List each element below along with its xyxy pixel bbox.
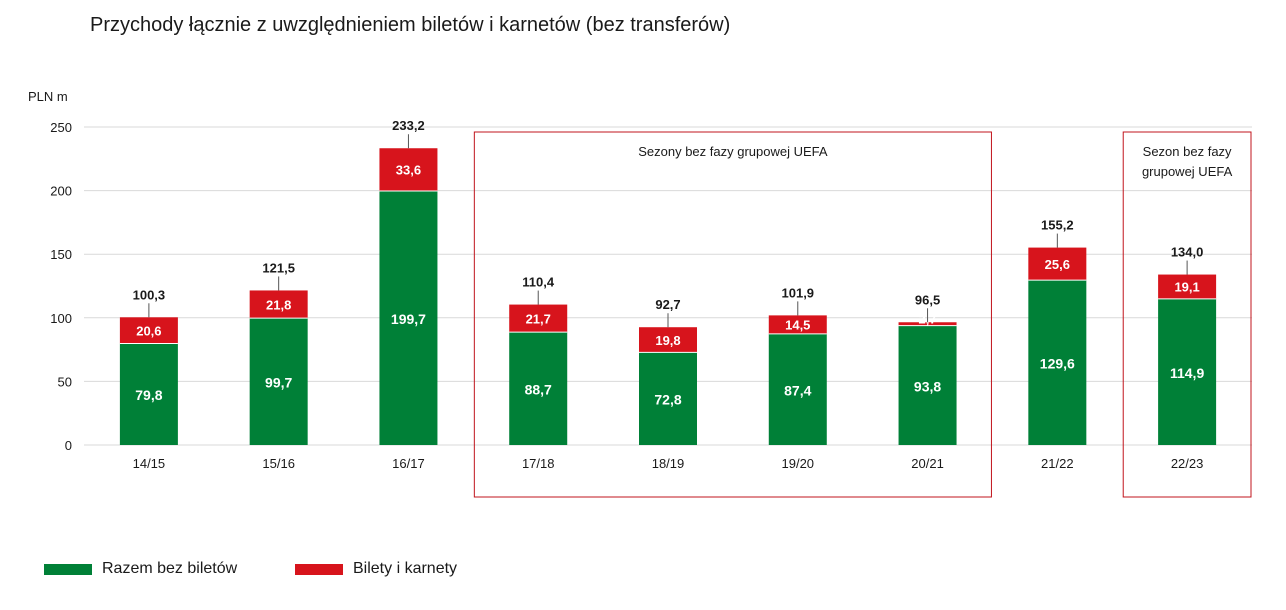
data-label-razem: 88,7 (525, 382, 552, 398)
total-label: 92,7 (655, 297, 680, 312)
x-tick-label: 22/23 (1171, 456, 1204, 471)
data-label-bilety: 21,8 (266, 297, 291, 312)
bar-segment-bilety (509, 304, 568, 333)
data-label-bilety: 14,5 (785, 318, 810, 333)
bar-segment-razem (1158, 298, 1217, 445)
y-tick-label: 100 (50, 311, 72, 326)
total-label: 96,5 (915, 292, 940, 307)
annotation-text: Sezon bez fazy (1143, 144, 1232, 159)
data-label-razem: 93,8 (914, 378, 941, 394)
data-label-bilety: 33,6 (396, 163, 421, 178)
x-tick-label: 14/15 (133, 456, 166, 471)
bar-segment-razem (1028, 280, 1087, 445)
data-label-razem: 99,7 (265, 375, 292, 391)
bar-segment-bilety (1158, 274, 1217, 299)
bar-segment-razem (509, 332, 568, 445)
y-tick-label: 0 (65, 438, 72, 453)
bar-segment-razem (379, 190, 438, 445)
legend-item-razem: Razem bez biletów (44, 560, 237, 578)
data-label-razem: 79,8 (135, 387, 162, 403)
bar-segment-razem (768, 333, 827, 445)
bar-segment-bilety (768, 315, 827, 334)
x-tick-label: 15/16 (262, 456, 295, 471)
data-label-razem: 72,8 (654, 392, 681, 408)
legend-item-bilety: Bilety i karnety (295, 560, 457, 578)
x-tick-label: 17/18 (522, 456, 555, 471)
total-label: 155,2 (1041, 218, 1074, 233)
total-label: 101,9 (782, 285, 815, 300)
y-axis-label: PLN m (28, 89, 68, 104)
annotation-box (473, 131, 992, 498)
x-tick-label: 16/17 (392, 456, 425, 471)
legend-swatch-red (295, 563, 343, 575)
bar-segment-bilety (379, 148, 438, 191)
annotation-box (1122, 131, 1252, 498)
legend-swatch-green (44, 563, 92, 575)
bar-segment-bilety (639, 327, 697, 353)
data-label-razem: 129,6 (1040, 356, 1075, 372)
x-tick-label: 20/21 (911, 456, 944, 471)
x-tick-label: 21/22 (1041, 456, 1074, 471)
y-tick-label: 150 (50, 247, 72, 262)
data-label-razem: 199,7 (391, 311, 426, 327)
bar-segment-razem (119, 343, 178, 445)
x-tick-label: 18/19 (652, 456, 685, 471)
data-label-bilety: 20,6 (136, 323, 161, 338)
data-label-bilety: 25,6 (1045, 257, 1070, 272)
data-label-razem: 114,9 (1170, 365, 1204, 381)
y-tick-label: 50 (58, 374, 72, 389)
annotation-text: Sezony bez fazy grupowej UEFA (638, 144, 828, 159)
y-tick-label: 200 (50, 184, 72, 199)
bar-segment-razem (249, 318, 308, 445)
data-label-bilety: 19,8 (655, 333, 680, 348)
bar-segment-bilety (119, 317, 178, 344)
bar-segment-razem (898, 325, 957, 445)
chart-title: Przychody łącznie z uwzględnieniem bilet… (90, 14, 731, 36)
x-tick-label: 19/20 (782, 456, 815, 471)
bar-segment-bilety (1028, 247, 1087, 281)
legend-label-bilety: Bilety i karnety (353, 560, 458, 577)
data-label-bilety: 19,1 (1174, 280, 1199, 295)
bar-segment-razem (639, 352, 697, 445)
data-label-razem: 87,4 (784, 382, 811, 398)
data-label-bilety: 21,7 (526, 311, 551, 326)
total-label: 233,2 (392, 118, 425, 133)
total-label: 100,3 (133, 287, 166, 302)
bar-segment-bilety (898, 322, 957, 326)
legend-label-razem: Razem bez biletów (102, 560, 238, 577)
annotation-text: grupowej UEFA (1142, 164, 1233, 179)
y-tick-label: 250 (50, 120, 72, 135)
total-label: 121,5 (262, 260, 295, 275)
bar-segment-bilety (249, 290, 308, 319)
total-label: 110,4 (522, 275, 555, 290)
total-label: 134,0 (1171, 245, 1204, 260)
